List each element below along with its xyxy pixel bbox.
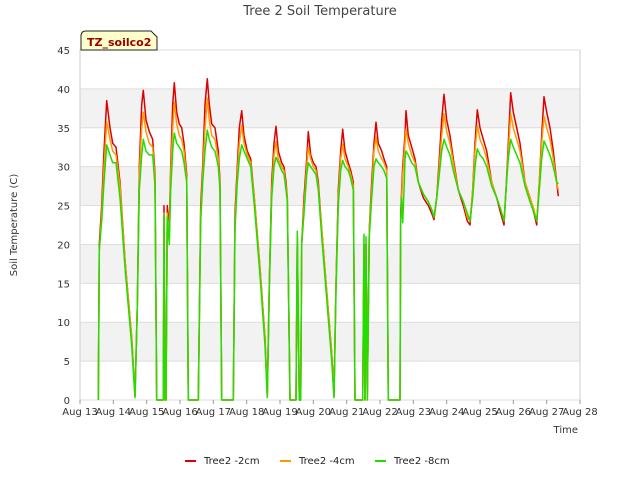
- x-tick-label: Aug 17: [196, 407, 231, 418]
- y-axis-ticks: 0 5 10 15 20 25 30 35 40 45: [57, 46, 70, 407]
- x-axis-label: Time: [553, 425, 578, 436]
- x-tick-label: Aug 15: [129, 407, 164, 418]
- y-tick-label: 10: [57, 318, 70, 329]
- x-tick-label: Aug 13: [62, 407, 97, 418]
- badge-box: [80, 30, 158, 51]
- x-tick-label: Aug 25: [462, 407, 497, 418]
- y-tick-label: 30: [57, 163, 70, 174]
- badge-label: TZ_soilco2: [87, 36, 151, 49]
- chart-title: Tree 2 Soil Temperature: [242, 4, 397, 19]
- y-tick-label: 15: [57, 279, 70, 290]
- series-line-3: [97, 129, 559, 401]
- grid-band: [80, 88, 580, 128]
- x-tick-label: Aug 18: [229, 407, 264, 418]
- y-axis-label: Soil Temperature (C): [9, 174, 20, 277]
- x-tick-label: Aug 26: [496, 407, 531, 418]
- x-tick-label: Aug 27: [529, 407, 564, 418]
- y-tick-label: 5: [64, 357, 70, 368]
- badge: TZ_soilco2: [80, 30, 158, 51]
- y-tick-label: 45: [57, 46, 70, 57]
- x-tick-label: Aug 16: [162, 407, 197, 418]
- legend-label: Tree2 -4cm: [298, 456, 355, 467]
- x-tick-label: Aug 28: [562, 407, 597, 418]
- x-tick-label: Aug 14: [96, 407, 131, 418]
- x-tick-label: Aug 19: [262, 407, 297, 418]
- x-tick-label: Aug 20: [296, 407, 331, 418]
- x-tick-label: Aug 24: [429, 407, 464, 418]
- y-tick-label: 40: [57, 85, 70, 96]
- series-lines: [97, 78, 560, 401]
- legend: Tree2 -2cm Tree2 -4cm Tree2 -8cm: [185, 456, 450, 467]
- y-tick-label: 20: [57, 240, 70, 251]
- y-tick-label: 25: [57, 202, 70, 213]
- y-tick-label: 0: [64, 396, 70, 407]
- x-tick-label: Aug 23: [396, 407, 431, 418]
- y-tick-label: 35: [57, 124, 70, 135]
- x-tick-label: Aug 21: [329, 407, 364, 418]
- legend-label: Tree2 -8cm: [393, 456, 450, 467]
- legend-label: Tree2 -2cm: [203, 456, 260, 467]
- x-tick-label: Aug 22: [362, 407, 397, 418]
